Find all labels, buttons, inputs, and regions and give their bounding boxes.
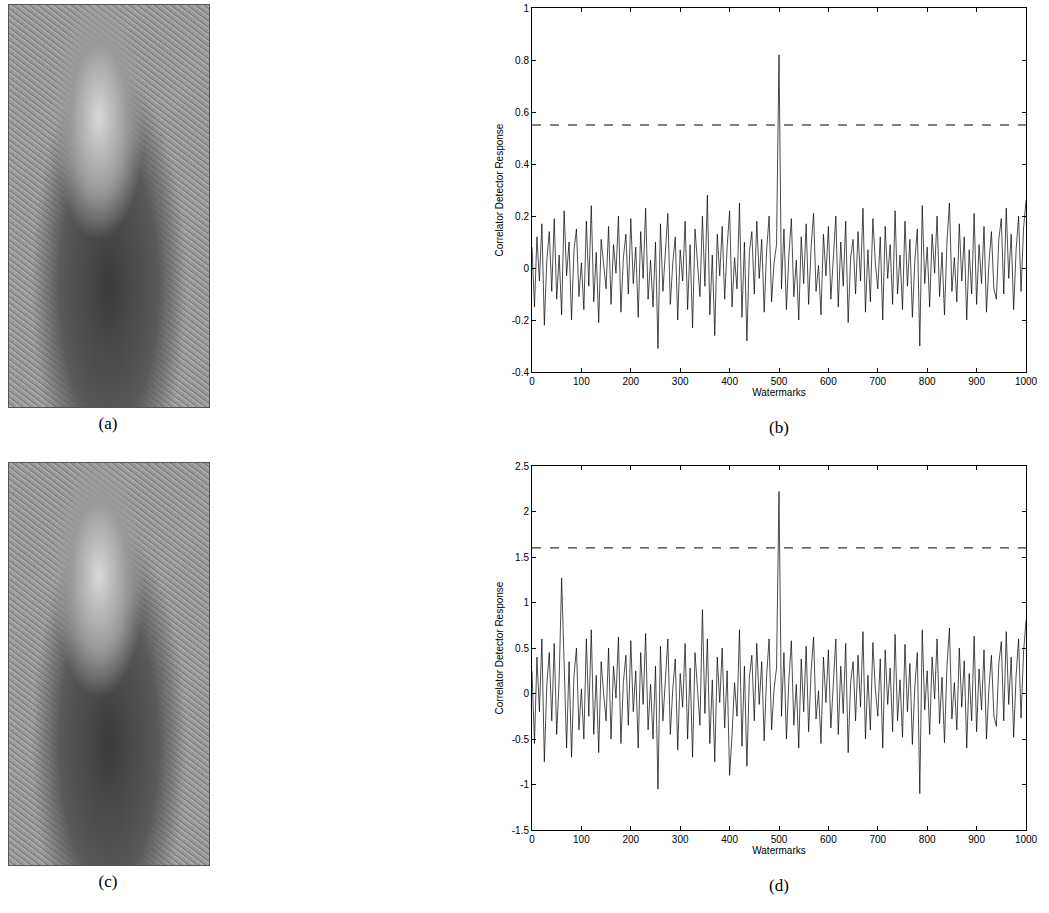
svg-text:0: 0 (529, 834, 535, 845)
svg-text:300: 300 (672, 834, 689, 845)
svg-text:0.2: 0.2 (515, 211, 529, 222)
svg-text:1: 1 (523, 3, 529, 14)
svg-text:500: 500 (771, 834, 788, 845)
svg-text:1000: 1000 (1015, 834, 1038, 845)
svg-text:200: 200 (622, 834, 639, 845)
svg-text:0.4: 0.4 (515, 159, 529, 170)
svg-text:600: 600 (820, 834, 837, 845)
svg-text:1: 1 (523, 597, 529, 608)
html-text:(a): (a) (98, 414, 118, 433)
svg-text:300: 300 (672, 376, 689, 387)
html-text:(c): (c) (98, 872, 118, 891)
svg-text:0: 0 (529, 376, 535, 387)
svg-text:800: 800 (919, 376, 936, 387)
svg-text:-0.4: -0.4 (512, 367, 530, 378)
svg-text:400: 400 (721, 376, 738, 387)
svg-text:700: 700 (869, 376, 886, 387)
svg-text:900: 900 (968, 834, 985, 845)
html-text:(b): (b) (769, 418, 789, 437)
svg-text:Correlator Detector Response: Correlator Detector Response (494, 123, 505, 256)
svg-text:-0.5: -0.5 (512, 734, 530, 745)
svg-text:2.5: 2.5 (515, 461, 529, 472)
svg-text:800: 800 (919, 834, 936, 845)
svg-text:-0.2: -0.2 (512, 315, 530, 326)
svg-text:-1.5: -1.5 (512, 825, 530, 836)
svg-text:0: 0 (523, 263, 529, 274)
svg-text:0.5: 0.5 (515, 643, 529, 654)
svg-text:900: 900 (968, 376, 985, 387)
svg-text:500: 500 (771, 376, 788, 387)
html-text:(d): (d) (769, 876, 789, 895)
svg-text:Watermarks: Watermarks (752, 845, 806, 856)
svg-text:Watermarks: Watermarks (752, 387, 806, 398)
svg-text:100: 100 (573, 376, 590, 387)
svg-text:-1: -1 (520, 779, 529, 790)
svg-text:400: 400 (721, 834, 738, 845)
svg-text:100: 100 (573, 834, 590, 845)
svg-text:0: 0 (523, 688, 529, 699)
svg-text:600: 600 (820, 376, 837, 387)
svg-text:0.6: 0.6 (515, 107, 529, 118)
svg-text:Correlator Detector Response: Correlator Detector Response (494, 581, 505, 714)
svg-text:1000: 1000 (1015, 376, 1038, 387)
svg-text:2: 2 (523, 506, 529, 517)
svg-text:0.8: 0.8 (515, 55, 529, 66)
svg-text:200: 200 (622, 376, 639, 387)
svg-text:700: 700 (869, 834, 886, 845)
svg-text:1.5: 1.5 (515, 552, 529, 563)
